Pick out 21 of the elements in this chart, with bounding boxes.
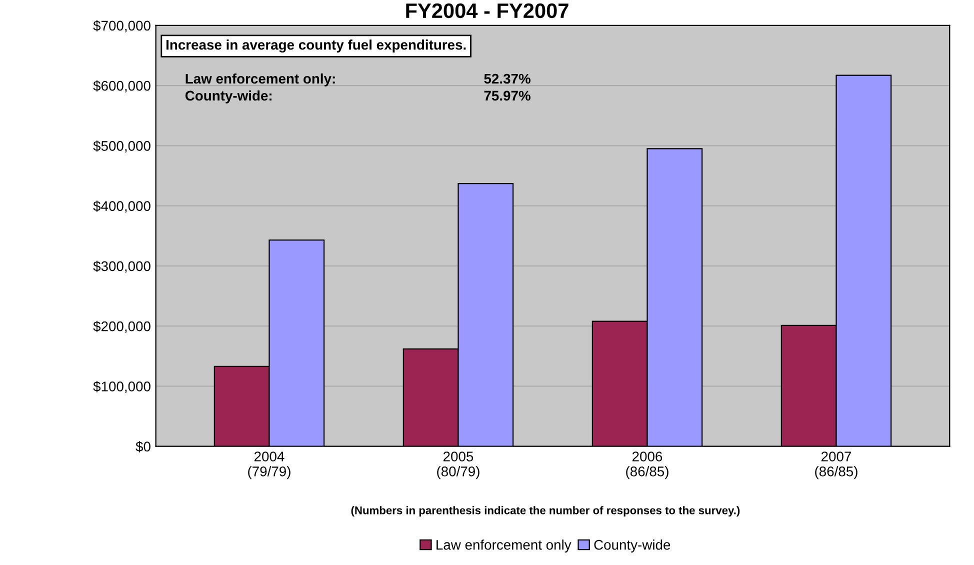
- x-tick-label: 2006 (86/85): [626, 452, 668, 480]
- y-tick-label: $0: [136, 441, 150, 452]
- annotation: 52.37%: [484, 74, 530, 84]
- x-tick-label: 2007 (86/85): [815, 452, 858, 480]
- legend-label: Law enforcement only: [436, 540, 572, 552]
- annotation: County-wide:: [185, 90, 272, 104]
- y-tick-label: $600,000: [93, 80, 150, 92]
- text: (Numbers in parenthesis indicate the number of responses to the survey.): [351, 506, 740, 517]
- legend-label: County-wide: [594, 540, 670, 552]
- y-tick-label: $300,000: [93, 260, 150, 273]
- y-tick-label: $700,000: [93, 20, 150, 32]
- annotation: 75.97%: [484, 90, 530, 101]
- annotation: Law enforcement only:: [186, 73, 335, 86]
- y-tick-label: $100,000: [93, 380, 150, 394]
- x-tick-label: 2004 (79/79): [248, 452, 290, 480]
- chart-title: FY2004 - FY2007: [406, 3, 568, 18]
- x-tick-label: 2005 (80/79): [437, 452, 480, 480]
- y-tick-label: $500,000: [93, 140, 150, 152]
- y-tick-label: $200,000: [93, 320, 150, 333]
- y-tick-label: $400,000: [93, 200, 150, 213]
- annotation: Increase in average county fuel expenditures.: [166, 40, 466, 53]
